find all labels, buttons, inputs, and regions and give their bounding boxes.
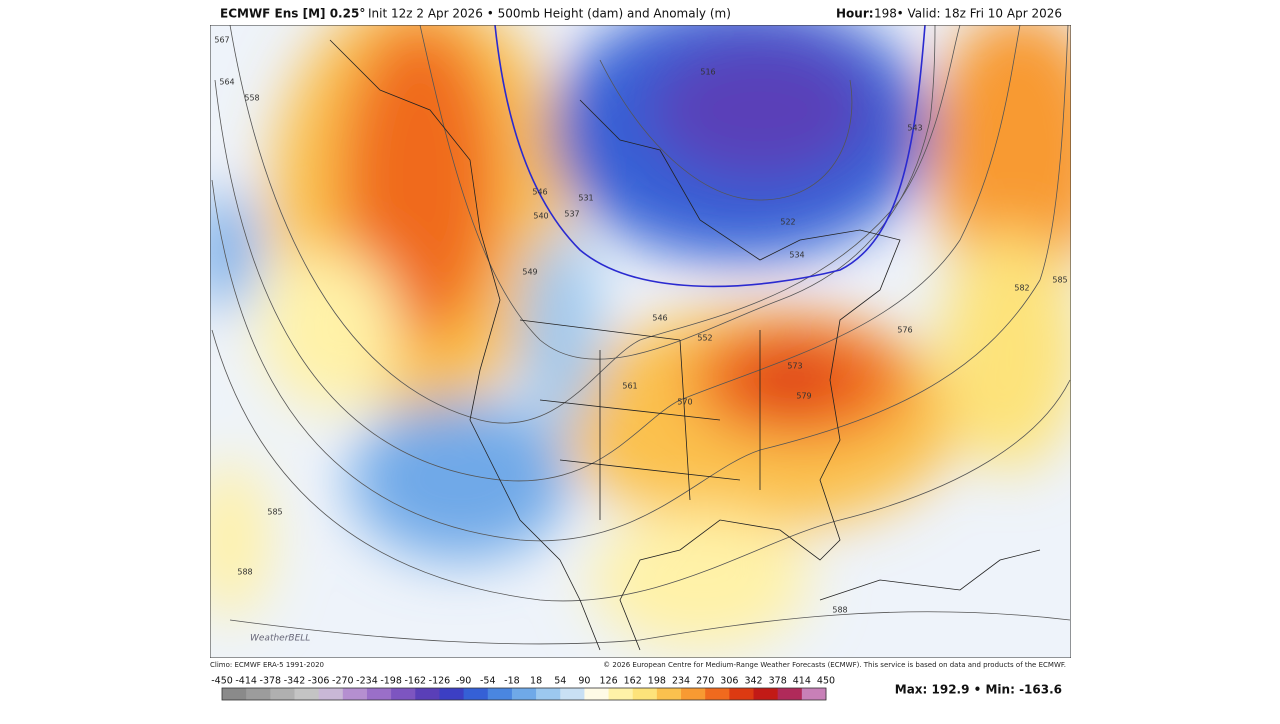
- hour: 198: [874, 7, 897, 21]
- colorbar-swatch: [439, 688, 465, 700]
- colorbar-tick-label: 306: [720, 676, 738, 687]
- colorbar-tick-label: 162: [624, 676, 642, 687]
- contours: [211, 25, 1071, 645]
- contour-label: 537: [564, 210, 579, 219]
- contour-label: 534: [789, 251, 804, 260]
- colorbar-swatch: [511, 688, 537, 700]
- colorbar-tick-label: -270: [332, 676, 354, 687]
- contour-label: 585: [1052, 276, 1067, 285]
- colorbar-tick-label: 126: [599, 676, 617, 687]
- colorbar-tick-label: 270: [696, 676, 714, 687]
- contour-label: 549: [522, 268, 537, 277]
- colorbar-swatch: [342, 688, 368, 700]
- colorbar-tick-label: -234: [356, 676, 378, 687]
- colorbar-tick-label: 414: [793, 676, 811, 687]
- contour-label: 573: [787, 362, 802, 371]
- colorbar-swatch: [487, 688, 513, 700]
- contour-label: 546: [652, 314, 667, 323]
- colorbar-tick-label: -54: [480, 676, 496, 687]
- colorbar-swatch: [536, 688, 561, 700]
- contour-label: 588: [237, 568, 252, 577]
- colorbar-tick-label: 342: [744, 676, 762, 687]
- contour-label: 561: [622, 382, 637, 391]
- colorbar-swatch: [753, 688, 779, 700]
- colorbar-tick-label: -18: [504, 676, 520, 687]
- map: 567 564 558 546 540 537 531 516 522 543 534 546 549 5…: [210, 25, 1071, 658]
- contour-label: 579: [796, 392, 811, 401]
- colorbar-tick-label: 450: [817, 676, 835, 687]
- colorbar-swatch: [801, 688, 827, 700]
- colorbar-swatch: [415, 688, 440, 700]
- contour-label: 540: [533, 212, 548, 221]
- colorbar-tick-label: 378: [769, 676, 787, 687]
- anomaly-field: [210, 25, 1071, 650]
- colorbar-tick-label: -126: [429, 676, 451, 687]
- colorbar-swatch: [294, 688, 320, 700]
- colorbar-swatch: [246, 688, 271, 700]
- colorbar-swatch: [632, 688, 658, 700]
- colorbar-swatch: [222, 688, 247, 700]
- copyright: © 2026 European Centre for Medium-Range …: [603, 661, 1066, 669]
- colorbar-tick-label: -450: [211, 676, 233, 687]
- contour-label: 588: [832, 606, 847, 615]
- contour-label: 522: [780, 218, 795, 227]
- colorbar-swatch: [729, 688, 755, 700]
- contour-label: 543: [907, 124, 922, 133]
- colorbar-tick-label: 90: [578, 676, 590, 687]
- colorbar-frame: [221, 687, 827, 701]
- colorbar-swatch: [584, 688, 610, 700]
- contour-label: 582: [1014, 284, 1029, 293]
- colorbar-tick-label: 234: [672, 676, 690, 687]
- climo: Climo: ECMWF ERA-5 1991-2020: [210, 661, 324, 669]
- colorbar-swatch: [560, 688, 585, 700]
- colorbar-swatch: [391, 688, 416, 700]
- colorbar-tick-label: -162: [404, 676, 426, 687]
- contour-label: 585: [267, 508, 282, 517]
- contour-label: 564: [219, 78, 234, 87]
- colorbar-tick-label: -414: [235, 676, 257, 687]
- colorbar-swatch: [318, 688, 344, 700]
- colorbar-swatch: [681, 688, 706, 700]
- contour-labels: 567 564 558 546 540 537 531 516 522 543 534 546 549 5…: [214, 36, 1067, 615]
- colorbar-tick-label: 198: [648, 676, 666, 687]
- model: ECMWF Ens [M] 0.25°: [220, 7, 365, 21]
- colorbar-swatch: [705, 688, 730, 700]
- colorbar-tick-label: -198: [380, 676, 402, 687]
- contour-label: 516: [700, 68, 715, 77]
- contour-label: 570: [677, 398, 692, 407]
- colorbar-tick-label: 18: [530, 676, 542, 687]
- colorbar-tick-label: -378: [260, 676, 282, 687]
- colorbar-swatch: [463, 688, 489, 700]
- colorbar-tick-label: -342: [284, 676, 306, 687]
- colorbar: -450 -414 -378 -342 -306 -270 -234 -198 -162 -126…: [211, 676, 835, 701]
- stats: Max: 192.9 • Min: -163.6: [895, 683, 1062, 697]
- logo: WeatherBELL: [250, 634, 310, 644]
- contour-label: 546: [532, 188, 547, 197]
- colorbar-swatch: [366, 688, 392, 700]
- colorbar-swatch: [270, 688, 295, 700]
- contour-label: 576: [897, 326, 912, 335]
- valid: • Valid: 18z Fri 10 Apr 2026: [897, 7, 1062, 21]
- colorbar-tick-label: 54: [554, 676, 566, 687]
- colorbar-swatch: [656, 688, 682, 700]
- coastlines: [329, 39, 1041, 651]
- init: Init 12z 2 Apr 2026 • 500mb Height (dam)…: [368, 7, 731, 21]
- contour-label: 558: [244, 94, 259, 103]
- colorbar-tick-label: -90: [456, 676, 472, 687]
- colorbar-swatch: [608, 688, 634, 700]
- contour-label: 531: [578, 194, 593, 203]
- colorbar-tick-label: -306: [308, 676, 330, 687]
- hour-label: Hour:: [836, 7, 874, 21]
- colorbar-swatch: [777, 688, 803, 700]
- contour-label: 552: [697, 334, 712, 343]
- contour-label: 567: [214, 36, 229, 45]
